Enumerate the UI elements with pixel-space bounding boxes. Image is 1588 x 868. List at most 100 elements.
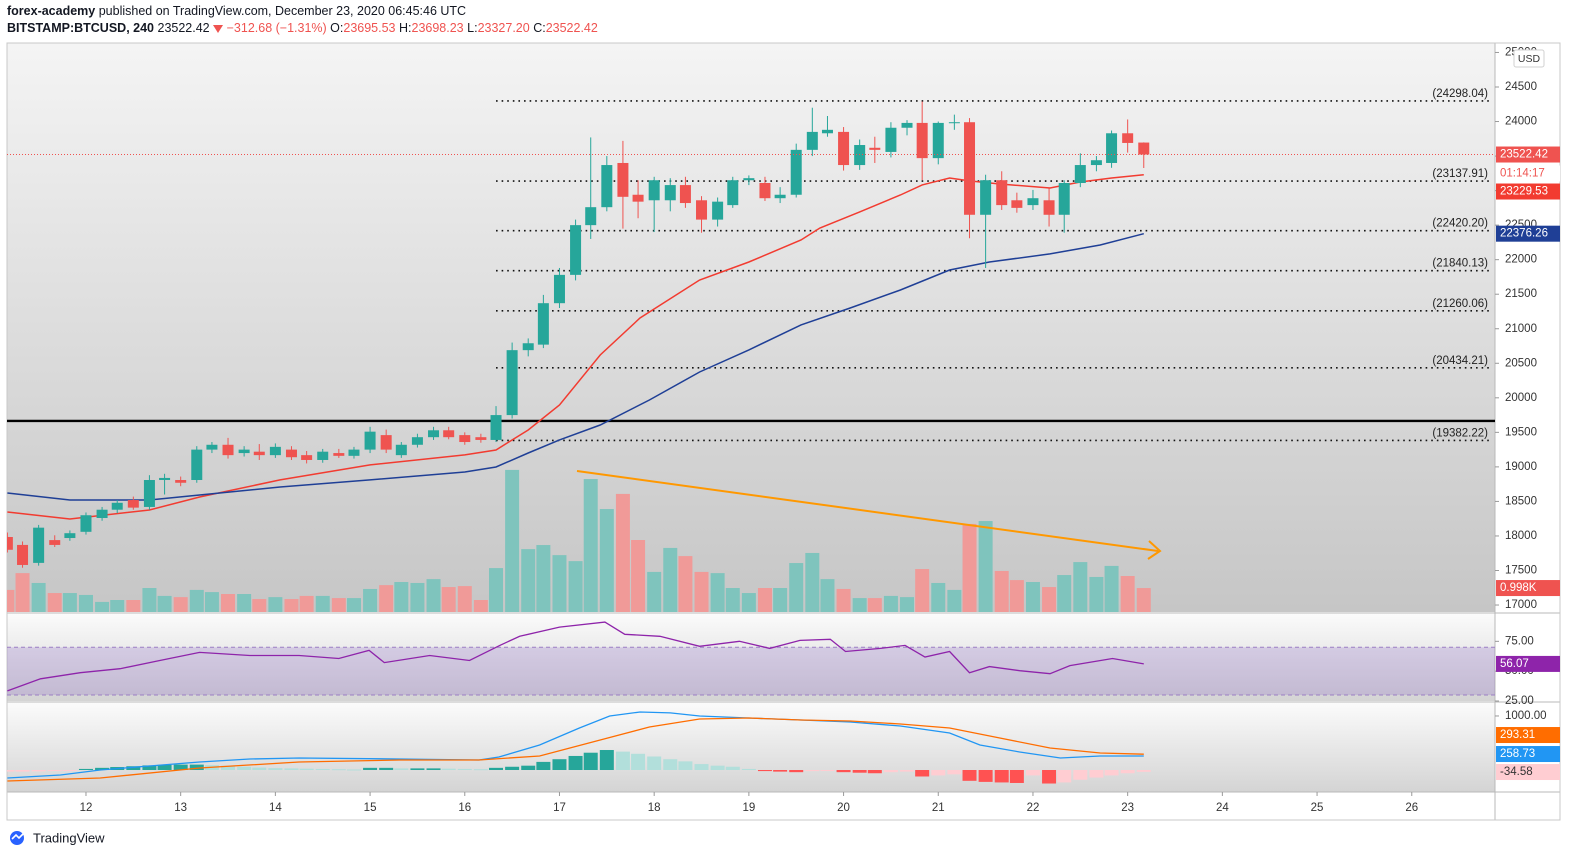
candle-body <box>364 431 376 450</box>
volume-bar <box>915 569 930 612</box>
macd-histogram-bar <box>410 768 425 771</box>
price-tag <box>1496 165 1560 182</box>
volume-bar <box>1136 588 1151 612</box>
volume-bar <box>237 594 252 612</box>
price-tag <box>1496 764 1560 781</box>
chart-frame <box>6 42 1561 821</box>
volume-bar <box>741 593 756 612</box>
last-price: 23522.42 <box>157 21 210 35</box>
macd-histogram-bar <box>757 770 772 772</box>
volume-bar <box>284 599 299 612</box>
price-tag-label: 23522.42 <box>1500 149 1548 161</box>
macd-histogram-bar <box>568 755 583 771</box>
y-tick-label: 17500 <box>1505 565 1537 577</box>
candle-body <box>443 430 455 438</box>
price-tag <box>1496 727 1560 744</box>
volume-bar <box>157 595 172 612</box>
y-tick-label: 25.00 <box>1505 695 1534 707</box>
macd-histogram-bar <box>157 764 172 771</box>
macd-histogram-bar <box>299 768 314 771</box>
candle-body <box>759 183 771 199</box>
high-value: 23698.23 <box>411 21 464 35</box>
candle-body <box>459 435 471 443</box>
candle-body <box>932 122 944 159</box>
y-tick-label: 24000 <box>1505 116 1537 128</box>
candle-body <box>1122 133 1134 143</box>
candle-body <box>648 180 660 201</box>
y-tick-label: 18000 <box>1505 530 1537 542</box>
level-label: (21260.06) <box>1432 298 1488 310</box>
volume-bar <box>962 523 977 612</box>
y-tick-label: 20500 <box>1505 357 1537 369</box>
macd-histogram-bar <box>1120 770 1135 774</box>
volume-bar <box>142 588 157 612</box>
x-tick-label: 24 <box>1216 802 1229 814</box>
macd-histogram-bar <box>394 768 409 771</box>
macd-histogram-bar <box>900 770 915 772</box>
macd-histogram-bar <box>7 770 15 772</box>
price-tag-label: 258.73 <box>1500 748 1535 760</box>
volume-bar <box>394 582 409 612</box>
macd-histogram-bar <box>505 766 520 771</box>
trend-arrow <box>576 470 1162 560</box>
currency-box: USD <box>1513 49 1545 68</box>
published: published on TradingView.com, December 2… <box>98 4 467 18</box>
x-tick-label: 13 <box>174 802 187 814</box>
macd-histogram-bar <box>521 765 536 771</box>
rsi-line <box>7 621 1144 692</box>
candle-body <box>1106 133 1118 163</box>
candle-body <box>1043 200 1055 215</box>
volume-bar <box>867 598 882 612</box>
candle-body <box>1011 200 1023 208</box>
macd-histogram-bar <box>315 768 330 771</box>
candle-body <box>317 451 329 460</box>
volume-bar <box>552 555 567 612</box>
volume-bar <box>505 469 520 612</box>
macd-histogram-bar <box>552 759 567 771</box>
volume-bar <box>647 571 662 612</box>
volume-bar <box>95 601 110 612</box>
volume-bar <box>1042 587 1057 612</box>
x-tick-label: 15 <box>364 802 377 814</box>
candle-body <box>111 502 123 510</box>
candle-body <box>522 343 534 351</box>
candle-body <box>1027 198 1039 206</box>
macd-plot <box>7 711 1151 784</box>
level-label: (22420.20) <box>1432 218 1488 230</box>
candle-body <box>869 147 881 150</box>
level-label: (19382.22) <box>1432 428 1488 440</box>
y-tick-label: 24500 <box>1505 81 1537 93</box>
candle-body <box>854 145 866 166</box>
macd-histogram-bar <box>1057 770 1072 783</box>
macd-histogram-bar <box>62 770 77 772</box>
macd-histogram-bar <box>820 770 835 772</box>
candle-body <box>790 149 802 195</box>
close-key: C: <box>533 21 546 35</box>
candle-body <box>916 122 928 159</box>
volume-bar <box>663 547 678 612</box>
macd-histogram-bar <box>268 768 283 771</box>
volume-bar <box>173 597 188 612</box>
macd-histogram-bar <box>1104 770 1119 776</box>
price-tag <box>1496 746 1560 763</box>
y-tick-label: 1000.00 <box>1505 710 1547 722</box>
x-tick-label: 23 <box>1121 802 1134 814</box>
price-tag-label: 01:14:17 <box>1500 168 1545 180</box>
macd-line <box>7 711 1144 779</box>
candle-body <box>238 449 250 454</box>
candle-body <box>159 477 171 481</box>
candle-body <box>980 180 992 215</box>
macd-histogram-bar <box>252 767 267 771</box>
volume-bar <box>1009 580 1024 612</box>
volume-bar <box>631 540 646 612</box>
candle-body <box>506 350 518 416</box>
candle-body <box>806 131 818 150</box>
candle-body <box>380 435 392 450</box>
volume-bar <box>331 598 346 612</box>
candle-body <box>80 515 92 532</box>
macd-histogram-bar <box>142 765 157 771</box>
macd-histogram-bar <box>741 768 756 771</box>
macd-histogram-bar <box>95 767 110 771</box>
macd-histogram-bar <box>489 767 504 771</box>
